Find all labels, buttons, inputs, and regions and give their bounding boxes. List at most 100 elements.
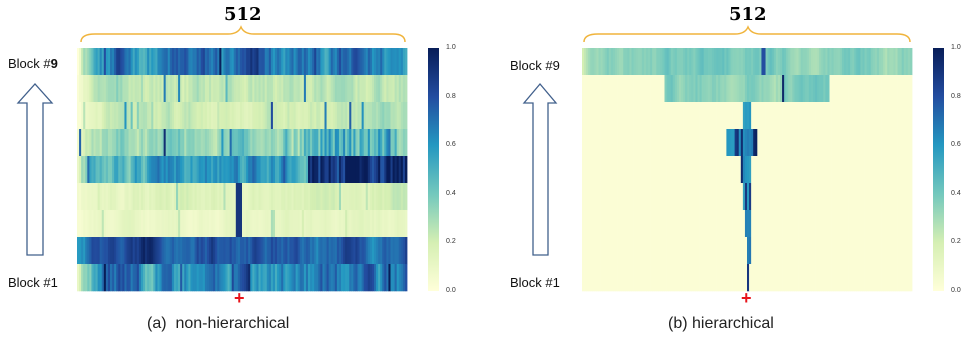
heatmap-cell (635, 156, 639, 184)
heatmap-cell (196, 102, 200, 130)
heatmap-cell (747, 129, 750, 157)
heatmap-cell (652, 102, 655, 130)
heatmap-cell (751, 264, 754, 292)
heatmap-cell (893, 210, 896, 238)
width-label-a: 512 (224, 4, 262, 25)
heatmap-cell (279, 102, 282, 130)
heatmap-cell (711, 102, 715, 130)
heatmap-cell (683, 210, 686, 238)
heatmap-cell (186, 48, 189, 76)
heatmap-cell (703, 156, 707, 184)
heatmap-cell (128, 75, 132, 103)
heatmap-cell (701, 129, 705, 157)
heatmap-cell (219, 264, 222, 292)
heatmap-cell (227, 129, 231, 157)
heatmap-cell (283, 129, 286, 157)
heatmap-cell (363, 102, 367, 130)
heatmap-cell (101, 48, 105, 76)
heatmap-cell (171, 102, 175, 130)
heatmap-cell (881, 183, 884, 211)
heatmap-cell (332, 156, 336, 184)
heatmap-cell (310, 48, 313, 76)
heatmap-cell (229, 129, 233, 157)
heatmap-cell (145, 48, 148, 76)
heatmap-cell (676, 156, 680, 184)
heatmap-cell (606, 48, 610, 76)
heatmap-cell (806, 210, 810, 238)
heatmap-cell (711, 48, 715, 76)
heatmap-cell (176, 210, 179, 238)
heatmap-cell (268, 75, 272, 103)
heatmap-cell (163, 156, 167, 184)
heatmap-cell (402, 156, 406, 184)
heatmap-cell (610, 75, 614, 103)
heatmap-cell (619, 75, 622, 103)
heatmap-cell (217, 237, 220, 265)
heatmap-cell (823, 75, 826, 103)
heatmap-cell (786, 210, 789, 238)
heatmap-cell (598, 237, 601, 265)
heatmap-cell (652, 75, 655, 103)
heatmap-cell (815, 183, 818, 211)
heatmap-cell (305, 102, 309, 130)
heatmap-cell (258, 48, 261, 76)
heatmap-cell (837, 156, 841, 184)
heatmap-cell (202, 129, 206, 157)
heatmap-cell (130, 183, 134, 211)
heatmap-cell (780, 156, 783, 184)
heatmap-cell (351, 75, 354, 103)
heatmap-cell (664, 75, 667, 103)
heatmap-cell (173, 156, 177, 184)
heatmap-cell (590, 129, 593, 157)
heatmap-cell (773, 48, 777, 76)
heatmap-cell (254, 48, 257, 76)
heatmap-cell (643, 183, 647, 211)
heatmap-cell (264, 183, 268, 211)
heatmap-cell (909, 48, 913, 76)
heatmap-cell (868, 75, 872, 103)
heatmap-cell (870, 210, 874, 238)
heatmap-cell (643, 264, 647, 292)
heatmap-cell (349, 48, 352, 76)
heatmap-cell (757, 156, 760, 184)
heatmap-cell (846, 48, 849, 76)
heatmap-cell (858, 102, 861, 130)
heatmap-cell (738, 48, 742, 76)
heatmap-cell (324, 102, 327, 130)
heatmap-cell (672, 75, 676, 103)
heatmap-cell (151, 102, 154, 130)
heatmap-cell (258, 102, 261, 130)
heatmap-cell (841, 156, 845, 184)
heatmap-cell (705, 237, 709, 265)
heatmap-cell (382, 210, 385, 238)
heatmap-cell (235, 210, 239, 238)
heatmap-cell (318, 210, 321, 238)
heatmap-cell (637, 237, 641, 265)
heatmap-cell (810, 102, 814, 130)
heatmap-cell (159, 210, 162, 238)
heatmap-cell (780, 48, 783, 76)
heatmap-cell (231, 237, 235, 265)
heatmap-cell (291, 102, 294, 130)
heatmap-cell (196, 129, 200, 157)
heatmap-cell (662, 102, 665, 130)
heatmap-cell (371, 48, 375, 76)
heatmap-cell (839, 183, 843, 211)
heatmap-cell (726, 183, 729, 211)
heatmap-cell (279, 210, 282, 238)
heatmap-cell (345, 102, 348, 130)
heatmap-cell (788, 237, 791, 265)
heatmap-cell (846, 129, 849, 157)
heatmap-cell (829, 156, 832, 184)
heatmap-cell (582, 129, 585, 157)
heatmap-cell (763, 75, 766, 103)
heatmap-cell (239, 156, 243, 184)
heatmap-cell (198, 183, 202, 211)
heatmap-cell (221, 75, 224, 103)
heatmap-cell (184, 75, 187, 103)
heatmap-cell (392, 48, 396, 76)
heatmap-cell (287, 237, 290, 265)
heatmap-cell (893, 48, 896, 76)
heatmap-cell (122, 237, 125, 265)
heatmap-cell (699, 75, 703, 103)
